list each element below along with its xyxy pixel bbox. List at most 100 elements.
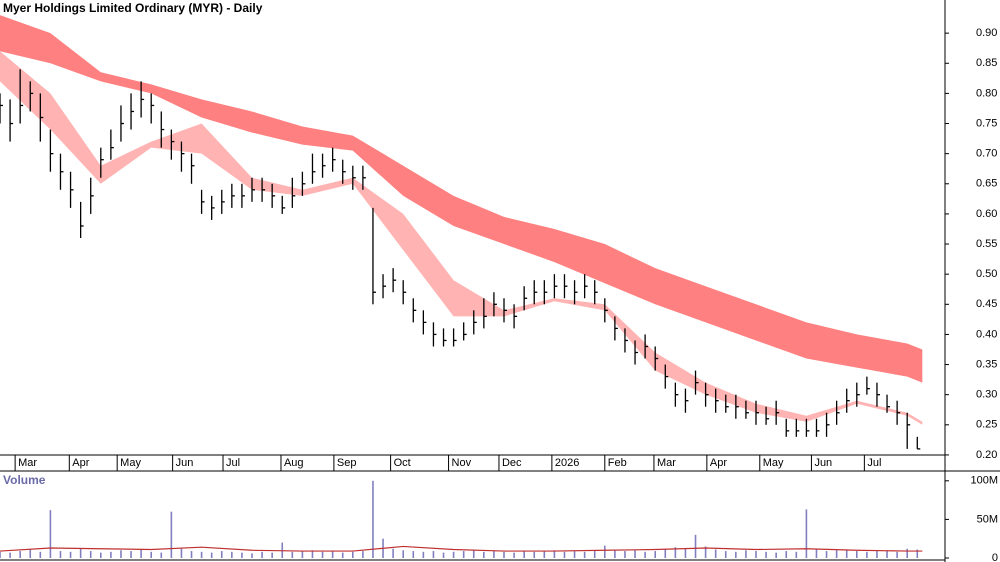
y-tick-label: 100M bbox=[970, 475, 998, 487]
y-tick-label: 0.40 bbox=[976, 328, 997, 340]
volume-bar bbox=[392, 548, 394, 558]
volume-bar bbox=[634, 550, 636, 558]
volume-bar bbox=[150, 551, 152, 558]
volume-bar bbox=[513, 552, 515, 558]
volume-bar bbox=[604, 545, 606, 558]
volume-bar bbox=[775, 552, 777, 558]
volume-bar bbox=[755, 551, 757, 558]
volume-bar bbox=[583, 551, 586, 558]
volume-bar bbox=[220, 551, 223, 558]
volume-bar bbox=[271, 552, 273, 558]
volume-bar bbox=[130, 551, 132, 558]
volume-bar bbox=[362, 551, 364, 558]
volume-bar bbox=[533, 551, 536, 558]
volume-bar bbox=[916, 549, 919, 558]
volume-bar bbox=[684, 547, 687, 558]
x-tick-label: 2026 bbox=[555, 457, 579, 469]
volume-bar bbox=[100, 552, 102, 558]
volume-bar bbox=[503, 551, 505, 558]
y-tick-label: 0.25 bbox=[976, 419, 997, 431]
volume-bar bbox=[624, 551, 626, 558]
volume-bar bbox=[39, 551, 42, 558]
volume-bar bbox=[231, 551, 233, 558]
volume-bar bbox=[483, 551, 485, 558]
volume-bar bbox=[170, 511, 173, 558]
volume-bar bbox=[210, 552, 213, 558]
volume-average bbox=[0, 545, 923, 552]
x-tick-label: Jun bbox=[814, 457, 832, 469]
volume-bar bbox=[714, 549, 717, 558]
y-tick-label: 0.85 bbox=[976, 57, 997, 69]
volume-bar bbox=[89, 551, 92, 558]
x-tick-label: May bbox=[120, 457, 141, 469]
volume-bar bbox=[563, 551, 566, 558]
x-tick-label: Feb bbox=[608, 457, 627, 469]
y-tick-label: 0.55 bbox=[976, 238, 997, 250]
volume-bar bbox=[251, 553, 253, 558]
volume-bar bbox=[835, 550, 838, 558]
volume-bar bbox=[49, 510, 52, 558]
volume-bar bbox=[593, 551, 596, 558]
volume-bar bbox=[120, 550, 122, 558]
volume-bar bbox=[59, 551, 62, 558]
y-tick-label: 0.65 bbox=[976, 178, 997, 190]
volume-bar bbox=[866, 551, 868, 558]
volume-bar bbox=[735, 551, 737, 558]
volume-bar bbox=[795, 551, 798, 558]
volume-bar bbox=[0, 551, 1, 558]
volume-bar bbox=[9, 552, 11, 558]
volume-bar bbox=[372, 480, 374, 558]
volume-bar bbox=[815, 548, 818, 558]
y-tick-label: 0.35 bbox=[976, 358, 997, 370]
volume-bar bbox=[664, 548, 667, 558]
volume-bar bbox=[543, 551, 546, 558]
x-tick-label: Mar bbox=[657, 457, 676, 469]
volume-title: Volume bbox=[3, 473, 46, 487]
y-tick-label: 0.90 bbox=[976, 27, 997, 39]
volume-bar bbox=[110, 551, 112, 558]
volume-bar bbox=[412, 551, 415, 558]
volume-bar bbox=[553, 550, 556, 558]
y-tick-label: 0.70 bbox=[976, 148, 997, 160]
y-tick-label: 0.30 bbox=[976, 389, 997, 401]
volume-bar bbox=[352, 551, 354, 558]
volume-bar bbox=[19, 551, 21, 558]
volume-bar bbox=[422, 551, 425, 558]
x-tick-label: Dec bbox=[502, 457, 522, 469]
volume-bar bbox=[462, 551, 465, 558]
y-tick-label: 0.80 bbox=[976, 87, 997, 99]
volume-bar bbox=[573, 551, 576, 558]
volume-bar bbox=[523, 551, 525, 558]
volume-bar bbox=[452, 551, 455, 558]
x-tick-label: Mar bbox=[18, 457, 37, 469]
volume-bar bbox=[765, 551, 767, 558]
volume-bar bbox=[825, 551, 828, 558]
volume-bar bbox=[402, 550, 404, 558]
x-tick-label: Apr bbox=[710, 457, 727, 469]
volume-bar bbox=[442, 552, 445, 558]
x-tick-label: Nov bbox=[452, 457, 472, 469]
volume-bar bbox=[241, 552, 243, 558]
volume-bar bbox=[906, 548, 908, 558]
x-tick-label: Sep bbox=[337, 457, 357, 469]
volume-bar bbox=[291, 551, 294, 558]
x-tick-label: Jul bbox=[867, 457, 881, 469]
volume-bar bbox=[493, 551, 495, 558]
volume-bar bbox=[745, 550, 747, 558]
volume-bar bbox=[79, 548, 82, 558]
volume-bar bbox=[200, 551, 203, 558]
volume-bar bbox=[261, 551, 263, 558]
volume-bar bbox=[301, 551, 304, 558]
volume-bar bbox=[876, 551, 878, 558]
volume-bar bbox=[180, 548, 183, 558]
volume-bar bbox=[724, 551, 727, 558]
y-tick-label: 0 bbox=[992, 552, 998, 562]
x-tick-label: Apr bbox=[72, 457, 89, 469]
volume-bar bbox=[785, 551, 788, 558]
volume-bar bbox=[472, 550, 475, 558]
y-tick-label: 0.60 bbox=[976, 208, 997, 220]
volume-bar bbox=[845, 549, 848, 558]
volume-bar bbox=[694, 534, 697, 558]
volume-bar bbox=[654, 551, 656, 558]
